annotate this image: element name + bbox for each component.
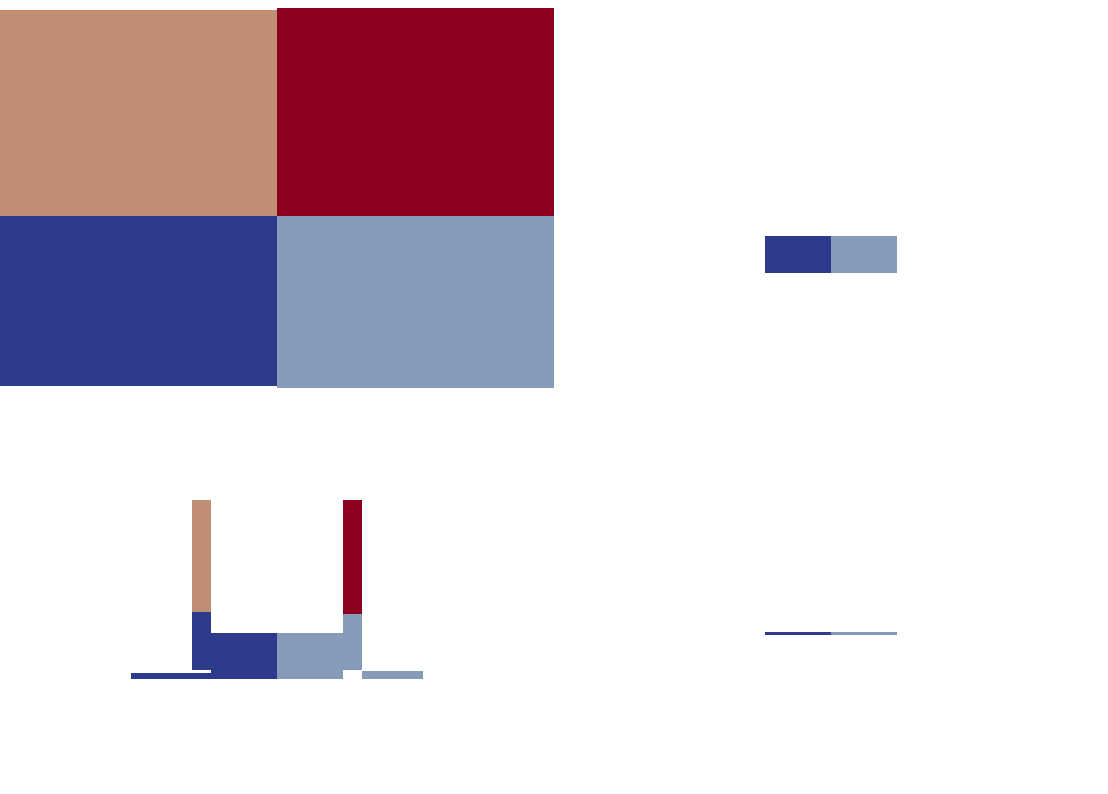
swatch-navy	[765, 236, 831, 273]
line-segment-slate-blue	[831, 632, 897, 635]
center-block-left	[211, 633, 277, 679]
right-post-top	[343, 500, 362, 614]
mosaic-top-left-block	[0, 10, 277, 216]
left-post-top	[192, 500, 211, 612]
mosaic-bottom-left-block	[0, 216, 277, 386]
line-segment-navy	[765, 632, 831, 635]
swatch-slate-blue	[831, 236, 897, 273]
base-left	[131, 673, 211, 679]
mosaic-top-right-block	[277, 8, 554, 218]
mosaic-bottom-right-block	[277, 216, 554, 388]
right-post-bottom	[343, 614, 362, 670]
center-block-right	[277, 633, 343, 679]
base-right	[362, 671, 423, 679]
left-post-bottom	[192, 612, 211, 670]
